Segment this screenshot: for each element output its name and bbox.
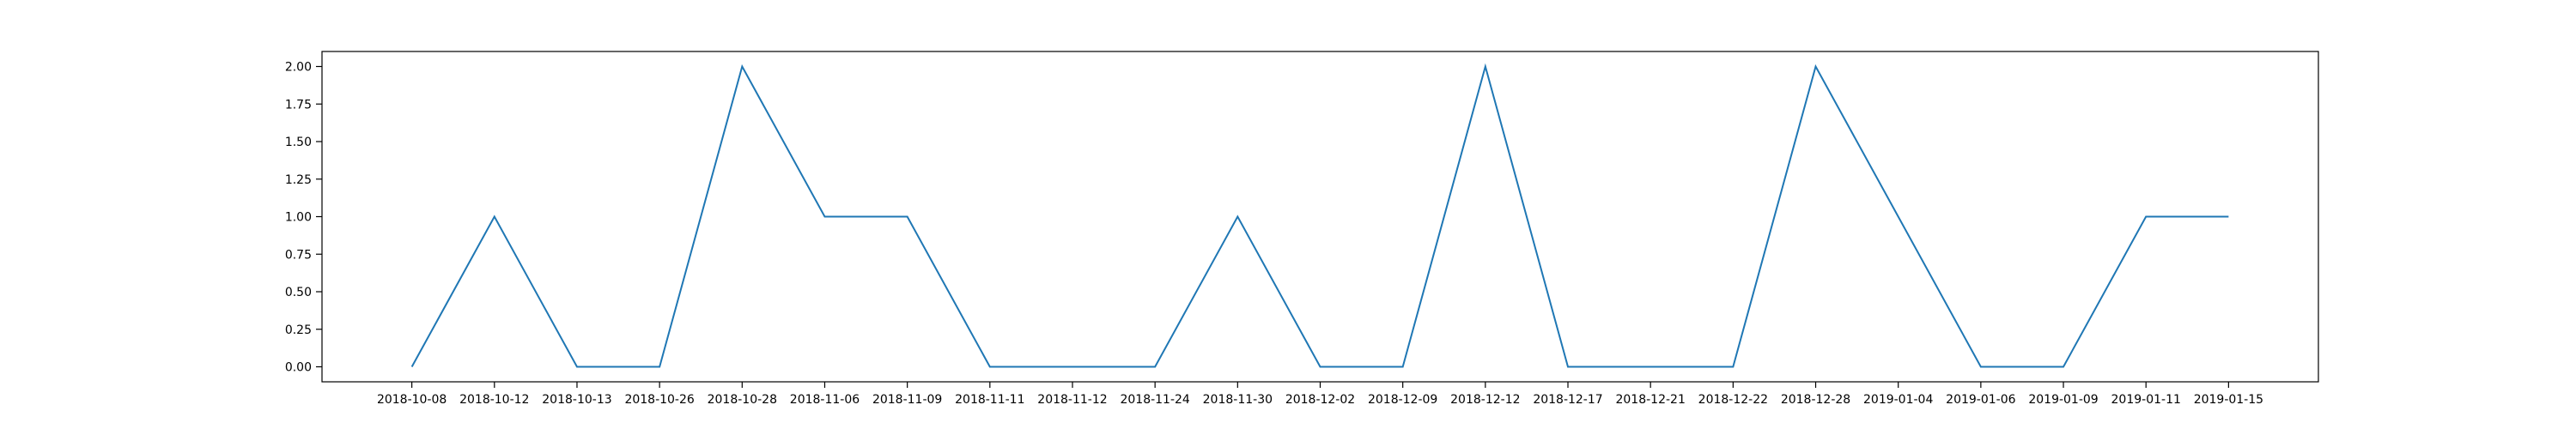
x-tick-label: 2018-11-11 [955,393,1024,407]
y-tick-label: 2.00 [285,61,312,75]
x-axis: 2018-10-08 2018-10-12 2018-10-13 2018-10-26… [377,382,2263,407]
y-tick-label: 0.00 [285,361,312,375]
y-tick-label: 1.25 [285,173,312,187]
y-tick-label: 0.25 [285,323,312,337]
data-point [1236,215,1239,219]
x-tick-label: 2019-01-04 [1863,393,1933,407]
x-tick-label: 2018-11-09 [872,393,942,407]
series-line [410,63,2229,368]
x-tick-label: 2018-10-08 [377,393,447,407]
y-tick-label: 1.75 [285,98,312,112]
x-tick-label: 2019-01-09 [2028,393,2098,407]
x-tick-label: 2018-11-06 [790,393,860,407]
data-point [658,366,661,369]
x-tick-label: 2018-12-02 [1285,393,1355,407]
data-point [1319,366,1322,369]
x-tick-label: 2018-12-22 [1698,393,1768,407]
x-tick-label: 2018-10-13 [542,393,611,407]
x-tick-label: 2018-12-12 [1450,393,1520,407]
x-tick-label: 2018-10-28 [708,393,777,407]
data-point [1153,366,1157,369]
data-point [1649,366,1652,369]
data-point [575,366,579,369]
y-axis: 0.00 0.25 0.50 0.75 1.00 1.25 1.50 1.75 2.00 [285,61,322,375]
data-point [2062,366,2065,369]
data-point [410,366,414,369]
data-point [1979,366,1983,369]
x-tick-label: 2019-01-11 [2111,393,2181,407]
x-tick-label: 2018-12-28 [1781,393,1850,407]
data-point [823,215,826,219]
data-point [1814,65,1818,69]
y-tick-label: 0.50 [285,286,312,299]
data-point [1897,215,1900,219]
x-tick-label: 2018-12-17 [1533,393,1602,407]
x-tick-label: 2018-11-12 [1037,393,1107,407]
series-layer [410,63,2230,369]
data-point [1484,65,1487,69]
x-tick-label: 2018-10-26 [624,393,694,407]
data-point [906,215,909,219]
y-tick-label: 0.75 [285,248,312,262]
x-tick-label: 2018-12-21 [1615,393,1685,407]
data-point [1401,366,1405,369]
x-tick-label: 2018-10-12 [459,393,529,407]
x-tick-label: 2019-01-06 [1946,393,2015,407]
x-tick-label: 2018-11-30 [1203,393,1273,407]
y-tick-label: 1.00 [285,211,312,225]
data-point [1071,366,1074,369]
x-tick-label: 2019-01-15 [2194,393,2263,407]
y-tick-label: 1.50 [285,136,312,149]
data-point [1731,366,1735,369]
data-point [2144,215,2148,219]
plot-area [322,51,2318,382]
x-tick-label: 2018-12-09 [1368,393,1437,407]
data-point [2227,215,2230,219]
x-tick-label: 2018-11-24 [1120,393,1189,407]
data-point [988,366,992,369]
data-point [493,215,496,219]
data-point [1566,366,1570,369]
plot-frame [321,51,2319,383]
data-point [740,65,744,69]
